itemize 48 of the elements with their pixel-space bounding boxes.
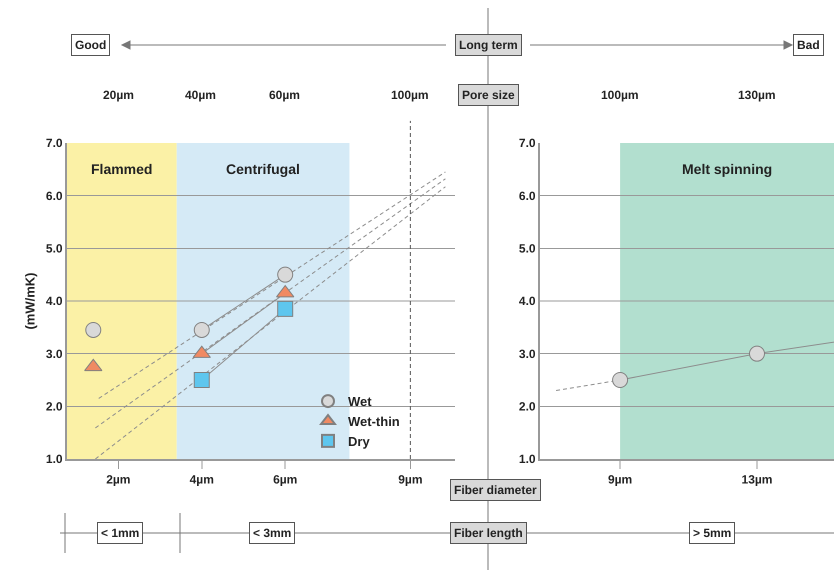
y-tick-label: 7.0	[46, 136, 63, 150]
y-axis-title: (mW/mK)	[22, 272, 38, 330]
y-tick-label: 3.0	[46, 346, 63, 361]
point	[84, 358, 102, 372]
point	[277, 266, 294, 283]
legend-label: Dry	[348, 434, 370, 449]
y-tick-label: 4.0	[518, 294, 536, 308]
y-tick-label: 2.0	[46, 400, 63, 414]
y-tick-label: 5.0	[46, 242, 63, 256]
x-tick-label: 6µm	[273, 472, 298, 486]
text: Fiber length	[454, 526, 523, 540]
band-label: Flammed	[91, 161, 152, 177]
point	[194, 322, 210, 338]
x2-axis-title: Pore size	[462, 88, 516, 102]
y-tick-label: 6.0	[518, 188, 536, 203]
x-tick-label: 9µm	[608, 472, 632, 486]
text: 130µm	[738, 88, 776, 102]
point	[277, 300, 294, 317]
y-tick-label: 1.0	[518, 452, 536, 466]
point	[85, 322, 102, 338]
y-tick-label: 1.0	[46, 452, 63, 466]
text: < 3mm	[253, 526, 292, 540]
band-label: Melt spinning	[682, 161, 772, 177]
text: Bad	[797, 38, 820, 52]
x-axis-title: Fiber diameter	[454, 483, 538, 497]
point	[194, 372, 210, 388]
legend-label: Wet	[348, 394, 372, 410]
x-tick-label: 4µm	[190, 472, 214, 486]
text: 100µm	[601, 88, 639, 102]
y-tick-label: 5.0	[518, 242, 536, 256]
text: Long term	[459, 38, 518, 52]
text: < 1mm	[101, 526, 140, 540]
x-tick-label: 9µm	[398, 472, 422, 486]
x-tick-label: 13µm	[742, 472, 772, 486]
y-tick-label: 4.0	[46, 294, 63, 308]
text: 60µm	[269, 88, 300, 102]
text: 20µm	[103, 88, 134, 102]
y-tick-label: 6.0	[46, 188, 63, 203]
y-tick-label: 2.0	[518, 400, 536, 414]
x-tick-label: 2µm	[106, 472, 130, 486]
text: 40µm	[185, 88, 216, 102]
legend-label: Wet-thin	[348, 414, 400, 430]
band-label: Centrifugal	[226, 161, 300, 177]
text: 100µm	[391, 88, 429, 102]
text: Good	[75, 38, 106, 52]
y-tick-label: 3.0	[518, 346, 536, 361]
text: > 5mm	[693, 526, 732, 540]
y-tick-label: 7.0	[518, 136, 536, 150]
